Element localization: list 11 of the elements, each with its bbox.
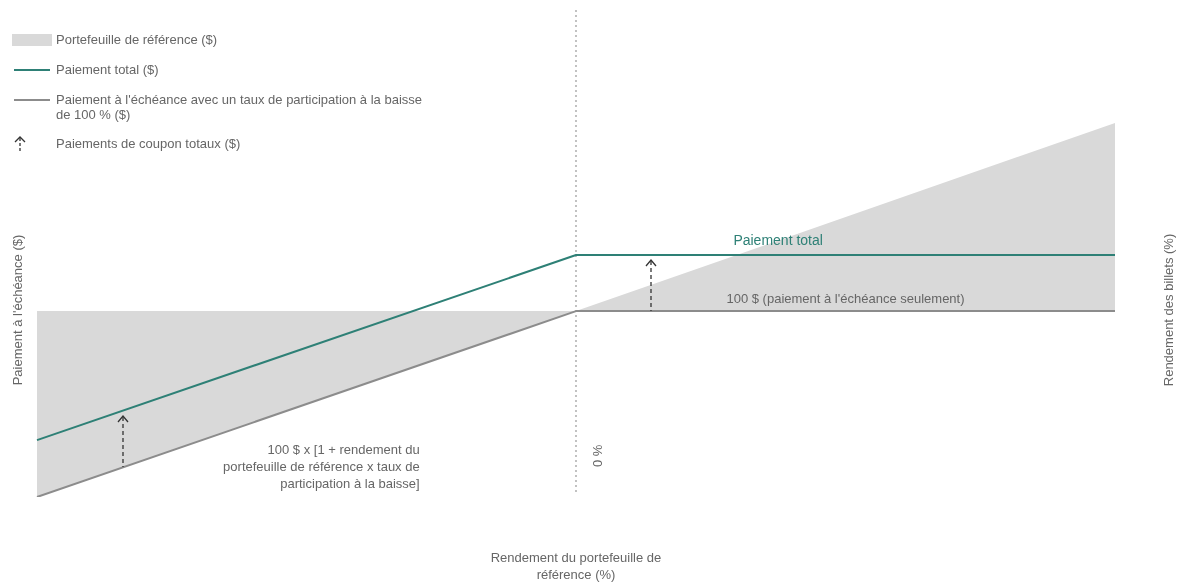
legend-label: Portefeuille de référence ($) (56, 32, 218, 47)
legend-label: Paiement à l'échéance avec un taux de participation à la baisse de 100 % ($) (56, 92, 422, 122)
x-axis-title: Rendement du portefeuille de référence (%) (490, 550, 662, 582)
annotation: 100 $ x [1 + rendement du portefeuille de référence x taux de participation à la baisse] (223, 442, 420, 491)
legend-label: Paiement total ($) (56, 62, 159, 77)
y-axis-title: Paiement à l'échéance ($) (10, 234, 25, 386)
annotation: Paiements de coupon totaux ($) (56, 136, 241, 151)
y2-axis-title: Rendement des billets (%) (1161, 233, 1176, 387)
annotation: 100 $ (paiement à l'échéance seulement) (726, 291, 965, 307)
annotation: Paiement total (733, 232, 823, 249)
annotation: 0 % (590, 444, 605, 467)
